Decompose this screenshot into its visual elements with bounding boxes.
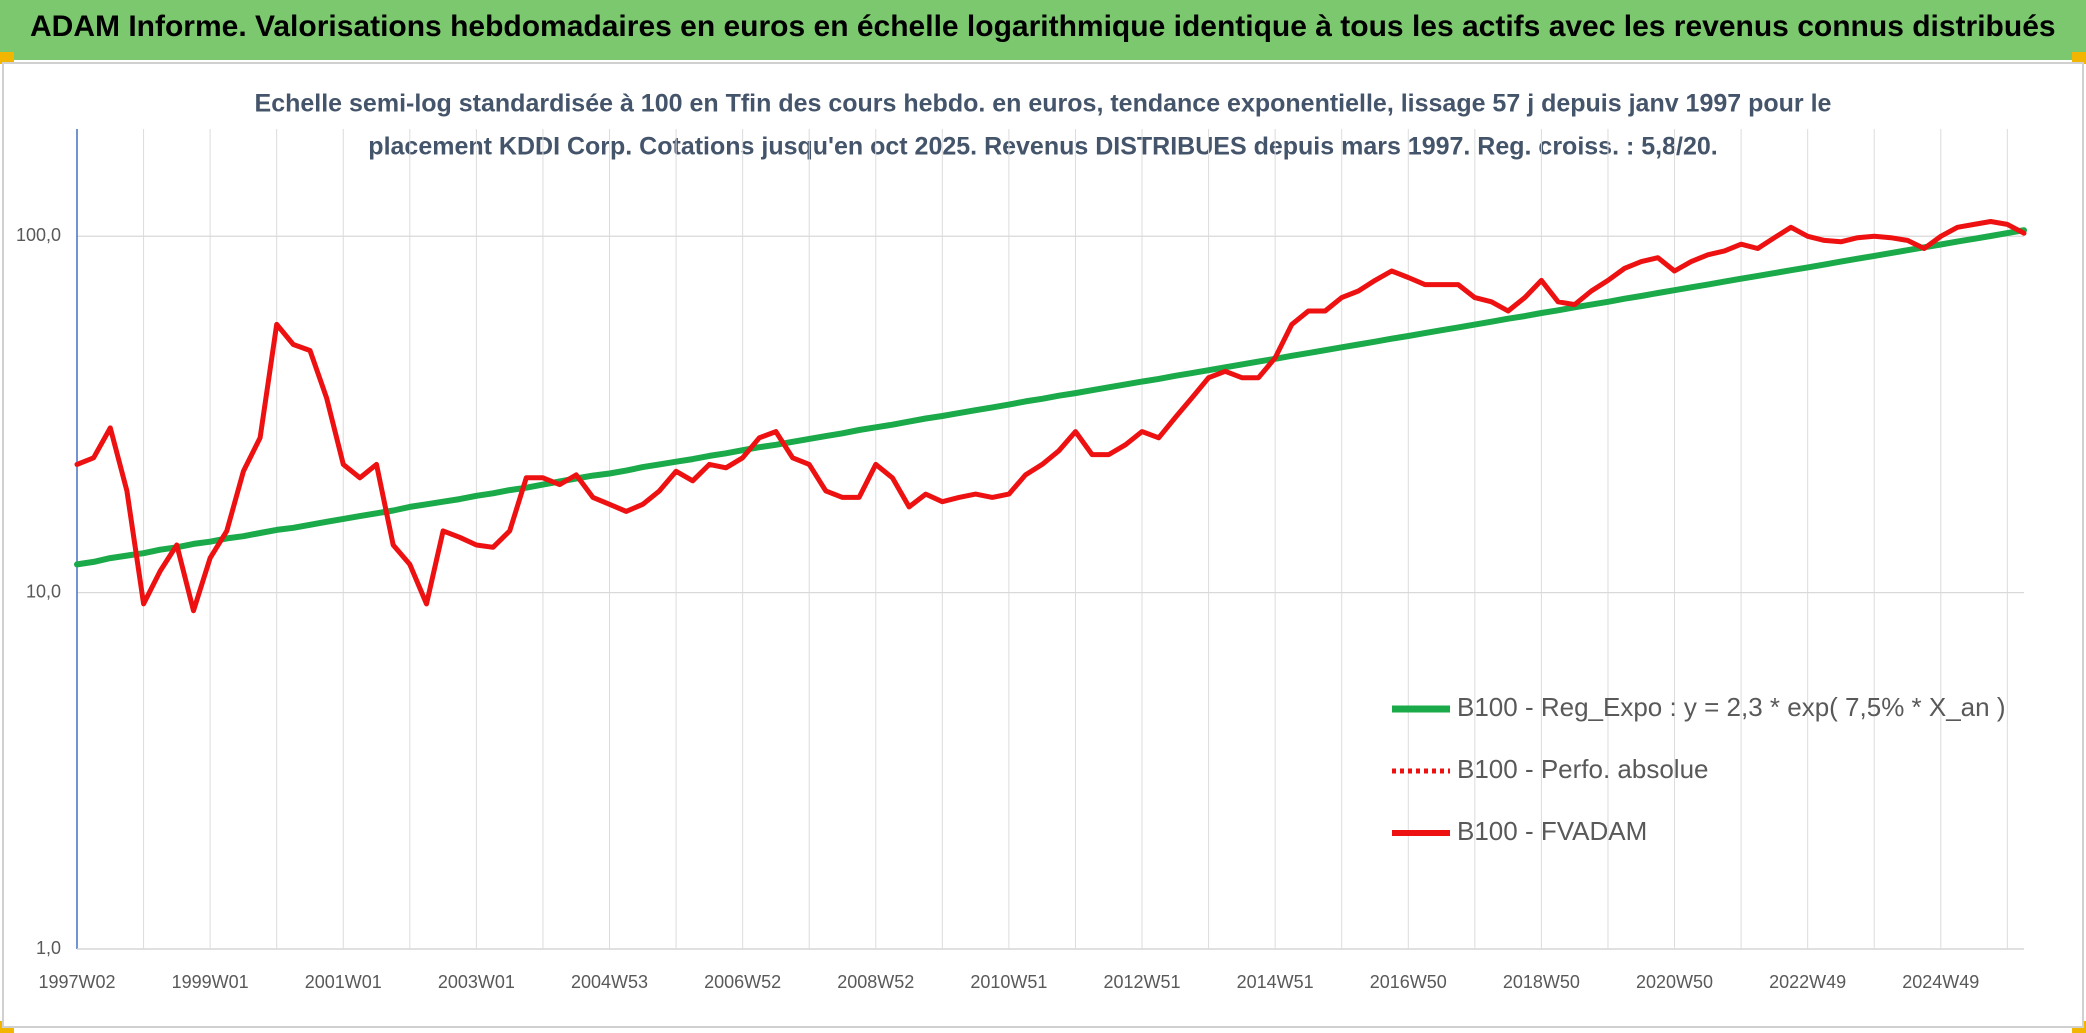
x-tick-label: 2018W50 — [1503, 972, 1580, 992]
x-tick-label: 2022W49 — [1769, 972, 1846, 992]
page-title: ADAM Informe. Valorisations hebdomadaire… — [30, 10, 2056, 43]
chart-subtitle: Echelle semi-log standardisée à 100 en T… — [255, 90, 1832, 118]
y-tick-label: 1,0 — [36, 938, 61, 958]
legend-label: B100 - Perfo. absolue — [1457, 754, 1709, 784]
chart-subtitle: placement KDDI Corp. Cotations jusqu'en … — [368, 133, 1717, 161]
chart: Echelle semi-log standardisée à 100 en T… — [2, 62, 2084, 1028]
chart-frame — [2, 62, 2084, 1028]
y-tick-label: 100,0 — [16, 225, 61, 245]
x-tick-label: 1999W01 — [172, 972, 249, 992]
legend-label: B100 - FVADAM — [1457, 816, 1647, 846]
x-tick-label: 2024W49 — [1902, 972, 1979, 992]
x-tick-label: 2003W01 — [438, 972, 515, 992]
x-tick-label: 2016W50 — [1370, 972, 1447, 992]
header-bar: ADAM Informe. Valorisations hebdomadaire… — [0, 0, 2086, 60]
series-line — [76, 219, 2025, 613]
corner — [2072, 52, 2086, 64]
x-tick-label: 2006W52 — [704, 972, 781, 992]
corner — [0, 52, 14, 64]
y-tick-label: 10,0 — [26, 581, 61, 601]
x-tick-label: 2012W51 — [1103, 972, 1180, 992]
series-line — [74, 227, 2027, 568]
x-tick-label: 2004W53 — [571, 972, 648, 992]
x-tick-label: 1997W02 — [38, 972, 115, 992]
x-tick-label: 2020W50 — [1636, 972, 1713, 992]
legend-label: B100 - Reg_Expo : y = 2,3 * exp( 7,5% * … — [1457, 692, 2006, 722]
x-tick-label: 2001W01 — [305, 972, 382, 992]
x-tick-label: 2008W52 — [837, 972, 914, 992]
x-tick-label: 2010W51 — [970, 972, 1047, 992]
x-tick-label: 2014W51 — [1237, 972, 1314, 992]
